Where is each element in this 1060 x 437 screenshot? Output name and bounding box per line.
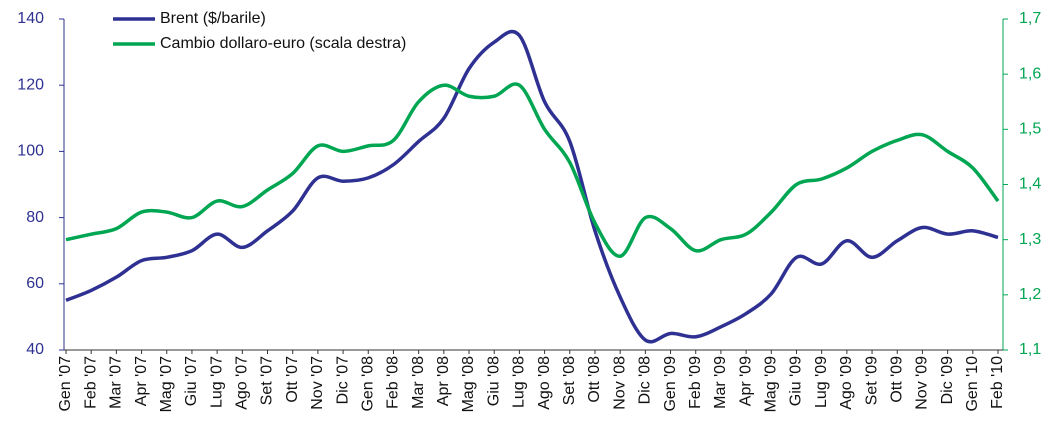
x-tick-label: Dic '09 <box>939 356 956 405</box>
series-line <box>65 29 999 344</box>
x-tick-label: Ott '08 <box>586 356 603 403</box>
y-tick-label: 60 <box>26 275 44 292</box>
x-tick-label: Set '09 <box>863 356 880 405</box>
x-tick-label: Dic '08 <box>637 356 654 405</box>
y2-tick-label: 1,6 <box>1019 65 1041 82</box>
y2-tick-label: 1,3 <box>1019 231 1041 248</box>
x-tick-label: Nov '07 <box>309 356 326 410</box>
legend-label: Brent ($/barile) <box>160 10 266 27</box>
y2-tick-label: 1,1 <box>1019 341 1041 358</box>
y2-tick-label: 1,7 <box>1019 10 1041 27</box>
x-tick-label: Set '07 <box>259 356 276 405</box>
x-tick-label: Giu '07 <box>183 356 200 406</box>
x-tick-label: Mag '07 <box>158 356 175 413</box>
x-tick-label: Apr '07 <box>133 356 150 406</box>
x-tick-label: Mag '08 <box>460 356 477 413</box>
x-tick-label: Mar '09 <box>712 356 729 409</box>
series-line <box>65 82 1000 258</box>
x-tick-label: Ott '09 <box>888 356 905 403</box>
y2-tick-label: 1,4 <box>1019 176 1041 193</box>
x-tick-label: Lug '08 <box>511 356 528 408</box>
x-tick-label: Mag '09 <box>763 356 780 413</box>
x-tick-label: Gen '08 <box>359 356 376 412</box>
x-tick-label: Feb '09 <box>687 356 704 409</box>
x-tick-label: Ott '07 <box>284 356 301 403</box>
x-tick-label: Lug '07 <box>208 356 225 408</box>
x-tick-label: Set '08 <box>561 356 578 405</box>
legend-label: Cambio dollaro-euro (scala destra) <box>160 35 406 52</box>
x-tick-label: Giu '08 <box>485 356 502 406</box>
x-tick-label: Ago '08 <box>536 356 553 410</box>
y-tick-label: 120 <box>17 76 44 93</box>
y-tick-label: 140 <box>17 10 44 27</box>
y-tick-label: 40 <box>26 341 44 358</box>
x-tick-label: Lug '09 <box>813 356 830 408</box>
x-tick-label: Ago '07 <box>234 356 251 410</box>
x-tick-label: Ago '09 <box>838 356 855 410</box>
x-tick-label: Feb '08 <box>385 356 402 409</box>
x-tick-label: Feb '07 <box>82 356 99 409</box>
x-tick-label: Giu '09 <box>788 356 805 406</box>
x-tick-label: Dic '07 <box>334 356 351 405</box>
x-tick-label: Mar '07 <box>108 356 125 409</box>
x-tick-label: Feb '10 <box>989 356 1006 409</box>
y2-tick-label: 1,2 <box>1019 286 1041 303</box>
x-tick-label: Nov '08 <box>611 356 628 410</box>
x-tick-label: Gen '07 <box>57 356 74 412</box>
y-tick-label: 100 <box>17 143 44 160</box>
x-tick-label: Nov '09 <box>914 356 931 410</box>
y2-tick-label: 1,5 <box>1019 121 1041 138</box>
x-tick-label: Apr '08 <box>435 356 452 406</box>
x-tick-label: Gen '09 <box>662 356 679 412</box>
x-tick-label: Gen '10 <box>964 356 981 412</box>
y-tick-label: 80 <box>26 209 44 226</box>
x-tick-label: Mar '08 <box>410 356 427 409</box>
x-tick-label: Apr '09 <box>737 356 754 406</box>
